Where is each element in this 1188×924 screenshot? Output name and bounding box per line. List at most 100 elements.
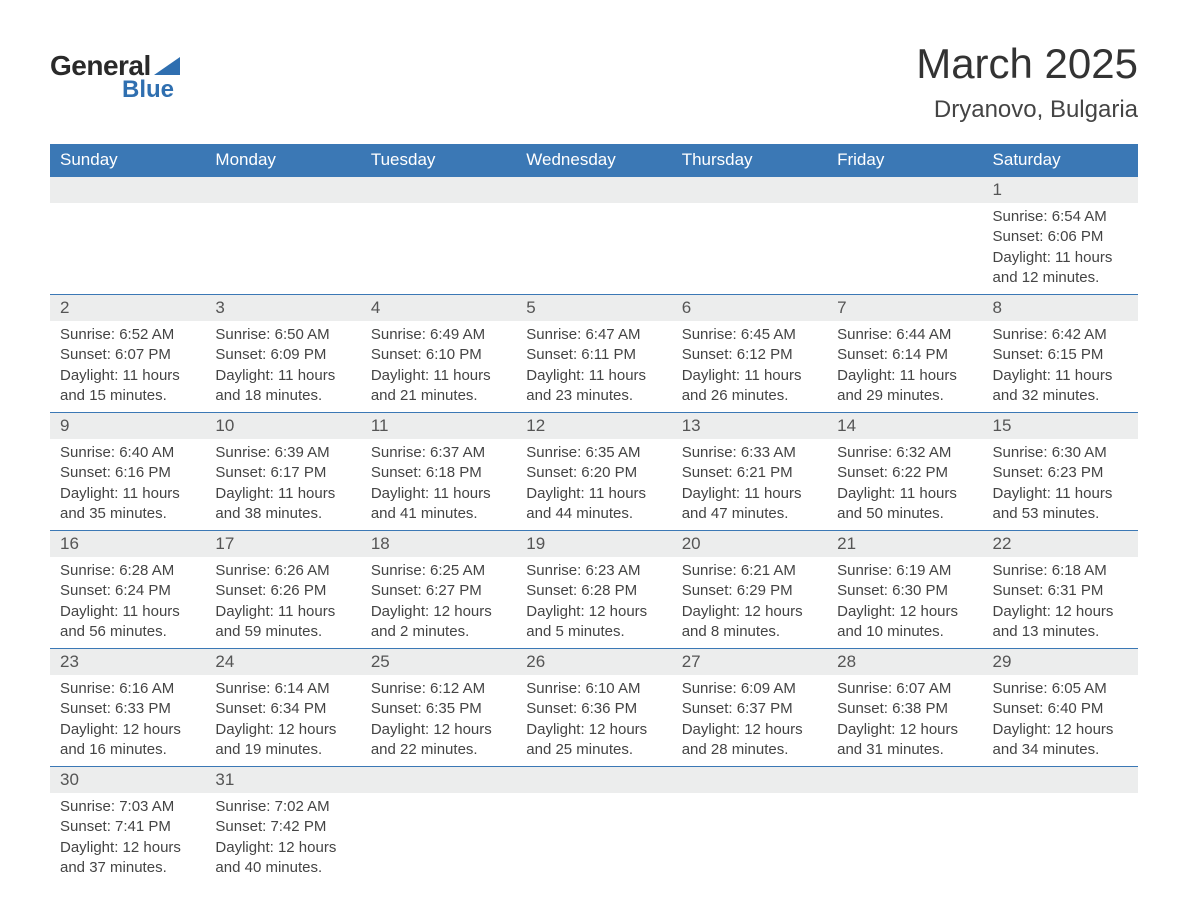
sunrise-line: Sunrise: 6:47 AM (526, 325, 661, 345)
daylight-line: Daylight: 11 hours and 26 minutes. (682, 366, 817, 407)
calendar-cell: 15Sunrise: 6:30 AMSunset: 6:23 PMDayligh… (983, 413, 1138, 531)
day-detail (516, 203, 671, 233)
calendar-cell: 31Sunrise: 7:02 AMSunset: 7:42 PMDayligh… (205, 767, 360, 885)
weekday-header: Monday (205, 144, 360, 177)
sunset-line: Sunset: 6:40 PM (993, 699, 1128, 719)
calendar-cell: 8Sunrise: 6:42 AMSunset: 6:15 PMDaylight… (983, 295, 1138, 413)
day-detail (672, 203, 827, 233)
day-number: 8 (983, 295, 1138, 321)
sunrise-line: Sunrise: 6:05 AM (993, 679, 1128, 699)
calendar-cell (516, 767, 671, 885)
sunset-line: Sunset: 6:20 PM (526, 463, 661, 483)
daylight-line: Daylight: 12 hours and 22 minutes. (371, 720, 506, 761)
day-detail: Sunrise: 6:09 AMSunset: 6:37 PMDaylight:… (672, 675, 827, 766)
day-detail: Sunrise: 6:45 AMSunset: 6:12 PMDaylight:… (672, 321, 827, 412)
daylight-line: Daylight: 12 hours and 40 minutes. (215, 838, 350, 879)
day-detail: Sunrise: 6:28 AMSunset: 6:24 PMDaylight:… (50, 557, 205, 648)
calendar-cell: 25Sunrise: 6:12 AMSunset: 6:35 PMDayligh… (361, 649, 516, 767)
sunrise-line: Sunrise: 6:28 AM (60, 561, 195, 581)
daylight-line: Daylight: 12 hours and 19 minutes. (215, 720, 350, 761)
sunrise-line: Sunrise: 6:10 AM (526, 679, 661, 699)
day-detail: Sunrise: 6:26 AMSunset: 6:26 PMDaylight:… (205, 557, 360, 648)
day-detail (672, 793, 827, 823)
calendar-cell: 3Sunrise: 6:50 AMSunset: 6:09 PMDaylight… (205, 295, 360, 413)
sunrise-line: Sunrise: 6:52 AM (60, 325, 195, 345)
sunrise-line: Sunrise: 6:33 AM (682, 443, 817, 463)
sunrise-line: Sunrise: 6:39 AM (215, 443, 350, 463)
sunrise-line: Sunrise: 7:02 AM (215, 797, 350, 817)
day-detail: Sunrise: 6:33 AMSunset: 6:21 PMDaylight:… (672, 439, 827, 530)
daylight-line: Daylight: 12 hours and 34 minutes. (993, 720, 1128, 761)
day-number: 3 (205, 295, 360, 321)
sunrise-line: Sunrise: 6:19 AM (837, 561, 972, 581)
calendar-cell: 28Sunrise: 6:07 AMSunset: 6:38 PMDayligh… (827, 649, 982, 767)
sunrise-line: Sunrise: 6:21 AM (682, 561, 817, 581)
daylight-line: Daylight: 12 hours and 31 minutes. (837, 720, 972, 761)
sunrise-line: Sunrise: 6:14 AM (215, 679, 350, 699)
weekday-header: Saturday (983, 144, 1138, 177)
daylight-line: Daylight: 11 hours and 53 minutes. (993, 484, 1128, 525)
day-detail: Sunrise: 6:50 AMSunset: 6:09 PMDaylight:… (205, 321, 360, 412)
day-detail: Sunrise: 6:30 AMSunset: 6:23 PMDaylight:… (983, 439, 1138, 530)
daylight-line: Daylight: 11 hours and 47 minutes. (682, 484, 817, 525)
day-number: 24 (205, 649, 360, 675)
calendar-cell (672, 767, 827, 885)
day-detail: Sunrise: 6:16 AMSunset: 6:33 PMDaylight:… (50, 675, 205, 766)
day-number: 6 (672, 295, 827, 321)
day-detail: Sunrise: 6:23 AMSunset: 6:28 PMDaylight:… (516, 557, 671, 648)
day-number: 2 (50, 295, 205, 321)
daylight-line: Daylight: 11 hours and 29 minutes. (837, 366, 972, 407)
day-number: 25 (361, 649, 516, 675)
daylight-line: Daylight: 11 hours and 38 minutes. (215, 484, 350, 525)
sunrise-line: Sunrise: 6:35 AM (526, 443, 661, 463)
sunrise-line: Sunrise: 6:50 AM (215, 325, 350, 345)
calendar-cell: 20Sunrise: 6:21 AMSunset: 6:29 PMDayligh… (672, 531, 827, 649)
day-number: 12 (516, 413, 671, 439)
daylight-line: Daylight: 12 hours and 28 minutes. (682, 720, 817, 761)
day-detail (827, 203, 982, 233)
calendar-body: 1Sunrise: 6:54 AMSunset: 6:06 PMDaylight… (50, 177, 1138, 885)
calendar-row: 2 Sunrise: 6:52 AMSunset: 6:07 PM Daylight… (50, 295, 1138, 413)
day-number: 26 (516, 649, 671, 675)
sunrise-line: Sunrise: 6:49 AM (371, 325, 506, 345)
sunset-line: Sunset: 6:33 PM (60, 699, 195, 719)
sunset-line: Sunset: 6:22 PM (837, 463, 972, 483)
daylight-line: Daylight: 12 hours and 2 minutes. (371, 602, 506, 643)
day-number (516, 767, 671, 793)
sunset-line: Sunset: 6:07 PM (60, 345, 195, 365)
daylight-line: Daylight: 12 hours and 25 minutes. (526, 720, 661, 761)
calendar-cell: 2Sunrise: 6:52 AMSunset: 6:07 PMDaylight… (50, 295, 205, 413)
day-number: 23 (50, 649, 205, 675)
calendar-cell (361, 767, 516, 885)
calendar-cell: 7Sunrise: 6:44 AMSunset: 6:14 PMDaylight… (827, 295, 982, 413)
daylight-line: Daylight: 11 hours and 50 minutes. (837, 484, 972, 525)
sunset-line: Sunset: 6:17 PM (215, 463, 350, 483)
sunrise-line: Sunrise: 6:40 AM (60, 443, 195, 463)
sunrise-line: Sunrise: 6:09 AM (682, 679, 817, 699)
sunrise-line: Sunrise: 6:12 AM (371, 679, 506, 699)
day-number: 27 (672, 649, 827, 675)
day-number: 19 (516, 531, 671, 557)
sunset-line: Sunset: 6:31 PM (993, 581, 1128, 601)
calendar-cell: 4Sunrise: 6:49 AMSunset: 6:10 PMDaylight… (361, 295, 516, 413)
sunrise-line: Sunrise: 6:26 AM (215, 561, 350, 581)
calendar-cell (983, 767, 1138, 885)
sunrise-line: Sunrise: 6:18 AM (993, 561, 1128, 581)
location-text: Dryanovo, Bulgaria (916, 96, 1138, 124)
month-title: March 2025 (916, 40, 1138, 88)
day-detail (827, 793, 982, 823)
day-number: 29 (983, 649, 1138, 675)
day-detail: Sunrise: 6:47 AMSunset: 6:11 PMDaylight:… (516, 321, 671, 412)
calendar-cell (205, 177, 360, 295)
sunset-line: Sunset: 6:26 PM (215, 581, 350, 601)
sunrise-line: Sunrise: 6:16 AM (60, 679, 195, 699)
sunrise-line: Sunrise: 6:07 AM (837, 679, 972, 699)
day-number: 10 (205, 413, 360, 439)
calendar-cell: 19Sunrise: 6:23 AMSunset: 6:28 PMDayligh… (516, 531, 671, 649)
day-number: 21 (827, 531, 982, 557)
sunset-line: Sunset: 6:11 PM (526, 345, 661, 365)
day-detail: Sunrise: 6:19 AMSunset: 6:30 PMDaylight:… (827, 557, 982, 648)
day-detail (516, 793, 671, 823)
day-number (205, 177, 360, 203)
day-detail: Sunrise: 6:44 AMSunset: 6:14 PMDaylight:… (827, 321, 982, 412)
